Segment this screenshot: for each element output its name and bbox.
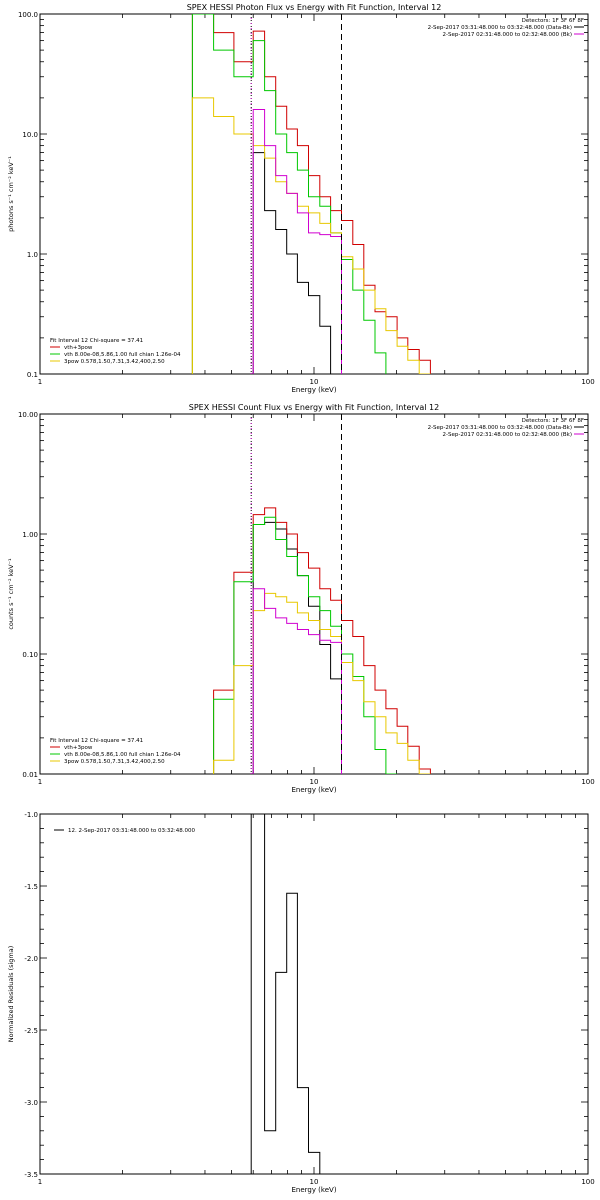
y-axis-label: photons s⁻¹ cm⁻² keV⁻¹	[7, 156, 15, 232]
series-line-3	[213, 516, 398, 774]
legend-entry: 2-Sep-2017 03:31:48.000 to 03:32:48.000 …	[428, 425, 572, 431]
y-tick-label: -1.5	[24, 883, 38, 891]
y-tick-label: -1.0	[24, 811, 38, 819]
series-group	[213, 507, 431, 774]
x-tick-label: 1	[38, 1178, 42, 1186]
plot-frame	[39, 813, 589, 1175]
chart-title: SPEX HESSI Photon Flux vs Energy with Fi…	[187, 3, 442, 12]
x-tick-label: 1	[38, 778, 42, 786]
series-line-2	[213, 507, 431, 774]
legend-entry: Fit Interval 12 Chi-square = 37.41	[50, 738, 143, 744]
legend-entry: vth 8.00e-08,5.86,1.00 full chian 1.26e-…	[64, 352, 181, 358]
legend-entry: 3pow 0.578,1.50,7.31,3.42,400,2.50	[64, 759, 165, 765]
x-tick-label: 100	[581, 778, 594, 786]
y-tick-label: -3.0	[24, 1099, 38, 1107]
series-line-4	[213, 592, 431, 774]
y-tick-label: 0.10	[22, 651, 38, 659]
series-line-5	[252, 109, 342, 374]
series-line-4	[191, 97, 431, 374]
y-tick-label: 100.0	[18, 11, 38, 19]
y-tick-label: 10.0	[22, 131, 38, 139]
chart-panel-3: 1 10 100 Energy (keV) -3.5 -3.0 -2.5 -2.0 -1.5 -1…	[7, 811, 595, 1194]
series-line-1	[252, 152, 342, 374]
x-tick-label: 10	[310, 778, 319, 786]
legend-entry: Detectors: 1F 3F 6F 8F	[522, 18, 584, 24]
chart-panel-2: SPEX HESSI Count Flux vs Energy with Fit…	[7, 403, 595, 794]
legend-entry: vth 8.00e-08,5.86,1.00 full chian 1.26e-…	[64, 752, 181, 758]
y-tick-label: 0.01	[22, 771, 38, 779]
legend-entry: 2-Sep-2017 03:31:48.000 to 03:32:48.000 …	[428, 25, 572, 31]
y-tick-label: -3.5	[24, 1171, 38, 1179]
legend-entry: 2-Sep-2017 02:31:48.000 to 02:32:48.000 …	[443, 432, 573, 438]
x-tick-label: 1	[38, 378, 42, 386]
plot-frame	[39, 413, 589, 775]
legend-entry: vth+3pow	[64, 745, 93, 751]
series-line-2	[191, 14, 431, 374]
y-tick-label: 10.00	[18, 411, 38, 419]
x-axis-label: Energy (keV)	[291, 1186, 336, 1194]
legend-entry: Fit Interval 12 Chi-square = 37.41	[50, 338, 143, 344]
series-group	[191, 14, 431, 374]
legend-entry: 12. 2-Sep-2017 03:31:48.000 to 03:32:48.…	[68, 828, 195, 834]
y-tick-label: 1.00	[22, 531, 38, 539]
y-axis-label: Normalized Residuals (sigma)	[7, 946, 15, 1043]
legend-entry: 2-Sep-2017 02:31:48.000 to 02:32:48.000 …	[443, 32, 573, 38]
chart-title: SPEX HESSI Count Flux vs Energy with Fit…	[189, 403, 440, 412]
x-tick-label: 100	[581, 378, 594, 386]
y-tick-label: -2.5	[24, 1027, 38, 1035]
x-tick-label: 10	[310, 1178, 319, 1186]
x-tick-label: 10	[310, 378, 319, 386]
series-group	[250, 814, 331, 1174]
y-tick-label: 1.0	[27, 251, 38, 259]
x-tick-label: 100	[581, 1178, 594, 1186]
y-tick-label: 0.1	[27, 371, 38, 379]
plot-frame	[39, 13, 589, 375]
x-axis-label: Energy (keV)	[291, 786, 336, 794]
y-axis-label: counts s⁻¹ cm⁻² keV⁻¹	[7, 558, 15, 630]
chart-panel-1: SPEX HESSI Photon Flux vs Energy with Fi…	[7, 3, 595, 394]
legend-entry: Detectors: 1F 3F 6F 8F	[522, 418, 584, 424]
series-line-3	[191, 14, 387, 374]
series-line-1	[250, 814, 331, 1174]
series-line-5	[252, 588, 342, 774]
x-axis-label: Energy (keV)	[291, 386, 336, 394]
legend-entry: 3pow 0.578,1.50,7.31,3.42,400,2.50	[64, 359, 165, 365]
y-tick-label: -2.0	[24, 955, 38, 963]
legend-entry: vth+3pow	[64, 345, 93, 351]
